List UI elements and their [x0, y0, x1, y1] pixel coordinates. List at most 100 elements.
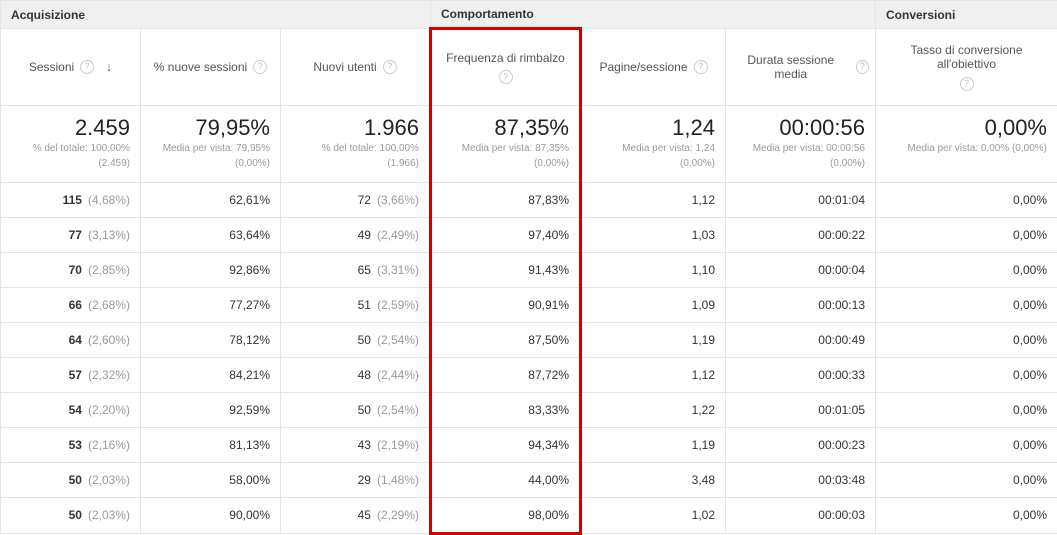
- summary-sub: Media per vista: 79,95%: [151, 142, 270, 155]
- cell-pages-per-session: 3,48: [581, 462, 726, 497]
- column-header-row: Sessioni ? ↓ % nuove sessioni ? Nuovi ut…: [1, 29, 1057, 106]
- cell-new-sessions-pct: 92,59%: [141, 392, 281, 427]
- cell-new-sessions-pct: 62,61%: [141, 182, 281, 217]
- header-label: Durata sessione media: [732, 53, 850, 81]
- table-row: 53(2,16%)81,13%43(2,19%)94,34%1,1900:00:…: [1, 427, 1057, 462]
- header-label: Frequenza di rimbalzo: [438, 51, 573, 65]
- help-icon[interactable]: ?: [499, 70, 513, 84]
- summary-sub: % del totale: 100,00%: [11, 142, 130, 155]
- cell-sessions: 54(2,20%): [1, 392, 141, 427]
- cell-pages-per-session: 1,12: [581, 182, 726, 217]
- help-icon[interactable]: ?: [960, 77, 974, 91]
- table-row: 57(2,32%)84,21%48(2,44%)87,72%1,1200:00:…: [1, 357, 1057, 392]
- header-sessions[interactable]: Sessioni ? ↓: [1, 29, 141, 106]
- summary-sub: (0,00%): [442, 157, 569, 170]
- cell-sessions: 57(2,32%): [1, 357, 141, 392]
- cell-bounce-rate: 87,72%: [431, 357, 581, 392]
- cell-goal-conv-rate: 0,00%: [876, 462, 1057, 497]
- cell-goal-conv-rate: 0,00%: [876, 217, 1057, 252]
- group-conversions: Conversioni: [876, 1, 1057, 29]
- cell-sessions: 53(2,16%): [1, 427, 141, 462]
- cell-new-sessions-pct: 78,12%: [141, 322, 281, 357]
- cell-bounce-rate: 94,34%: [431, 427, 581, 462]
- header-label: Sessioni: [29, 60, 74, 74]
- table-row: 70(2,85%)92,86%65(3,31%)91,43%1,1000:00:…: [1, 252, 1057, 287]
- header-label: Pagine/sessione: [599, 60, 687, 74]
- cell-goal-conv-rate: 0,00%: [876, 287, 1057, 322]
- summary-sub: Media per vista: 1,24: [592, 142, 715, 155]
- table-row: 50(2,03%)90,00%45(2,29%)98,00%1,0200:00:…: [1, 497, 1057, 533]
- cell-new-sessions-pct: 63,64%: [141, 217, 281, 252]
- cell-bounce-rate: 98,00%: [431, 497, 581, 533]
- cell-goal-conv-rate: 0,00%: [876, 392, 1057, 427]
- header-bounce-rate[interactable]: Frequenza di rimbalzo ?: [431, 29, 581, 106]
- cell-bounce-rate: 87,83%: [431, 182, 581, 217]
- summary-avg-duration: 00:00:56 Media per vista: 00:00:56 (0,00…: [726, 105, 876, 182]
- cell-new-users: 72(3,66%): [281, 182, 431, 217]
- table-row: 115(4,68%)62,61%72(3,66%)87,83%1,1200:01…: [1, 182, 1057, 217]
- cell-new-users: 45(2,29%): [281, 497, 431, 533]
- summary-new-users: 1.966 % del totale: 100,00% (1.966): [281, 105, 431, 182]
- cell-goal-conv-rate: 0,00%: [876, 357, 1057, 392]
- cell-pages-per-session: 1,10: [581, 252, 726, 287]
- cell-new-users: 50(2,54%): [281, 392, 431, 427]
- cell-avg-duration: 00:00:49: [726, 322, 876, 357]
- help-icon[interactable]: ?: [80, 60, 94, 74]
- summary-value: 00:00:56: [736, 116, 865, 140]
- summary-sub: Media per vista: 00:00:56: [736, 142, 865, 155]
- cell-goal-conv-rate: 0,00%: [876, 427, 1057, 462]
- cell-bounce-rate: 91,43%: [431, 252, 581, 287]
- cell-bounce-rate: 44,00%: [431, 462, 581, 497]
- header-new-users[interactable]: Nuovi utenti ?: [281, 29, 431, 106]
- group-acquisition: Acquisizione: [1, 1, 431, 29]
- summary-sub: (1.966): [291, 157, 419, 170]
- summary-new-sessions-pct: 79,95% Media per vista: 79,95% (0,00%): [141, 105, 281, 182]
- cell-pages-per-session: 1,19: [581, 427, 726, 462]
- help-icon[interactable]: ?: [694, 60, 708, 74]
- header-pages-per-session[interactable]: Pagine/sessione ?: [581, 29, 726, 106]
- summary-sub: (2.459): [11, 157, 130, 170]
- cell-avg-duration: 00:01:04: [726, 182, 876, 217]
- table-row: 50(2,03%)58,00%29(1,48%)44,00%3,4800:03:…: [1, 462, 1057, 497]
- help-icon[interactable]: ?: [383, 60, 397, 74]
- header-avg-duration[interactable]: Durata sessione media ?: [726, 29, 876, 106]
- cell-new-users: 49(2,49%): [281, 217, 431, 252]
- cell-pages-per-session: 1,02: [581, 497, 726, 533]
- cell-goal-conv-rate: 0,00%: [876, 182, 1057, 217]
- cell-pages-per-session: 1,22: [581, 392, 726, 427]
- help-icon[interactable]: ?: [253, 60, 267, 74]
- header-new-sessions-pct[interactable]: % nuove sessioni ?: [141, 29, 281, 106]
- cell-sessions: 77(3,13%): [1, 217, 141, 252]
- cell-new-users: 43(2,19%): [281, 427, 431, 462]
- table-row: 77(3,13%)63,64%49(2,49%)97,40%1,0300:00:…: [1, 217, 1057, 252]
- cell-sessions: 50(2,03%): [1, 497, 141, 533]
- cell-bounce-rate: 87,50%: [431, 322, 581, 357]
- header-label: % nuove sessioni: [154, 60, 247, 74]
- summary-sub: (0,00%): [592, 157, 715, 170]
- header-goal-conv-rate[interactable]: Tasso di conversione all'obiettivo ?: [876, 29, 1057, 106]
- cell-new-sessions-pct: 81,13%: [141, 427, 281, 462]
- header-label: Nuovi utenti: [313, 60, 376, 74]
- cell-bounce-rate: 97,40%: [431, 217, 581, 252]
- summary-sub: % del totale: 100,00%: [291, 142, 419, 155]
- cell-sessions: 70(2,85%): [1, 252, 141, 287]
- summary-value: 87,35%: [442, 116, 569, 140]
- cell-bounce-rate: 90,91%: [431, 287, 581, 322]
- summary-value: 1,24: [592, 116, 715, 140]
- cell-goal-conv-rate: 0,00%: [876, 497, 1057, 533]
- summary-sub: (0,00%): [736, 157, 865, 170]
- cell-avg-duration: 00:00:33: [726, 357, 876, 392]
- cell-sessions: 64(2,60%): [1, 322, 141, 357]
- summary-value: 0,00%: [886, 116, 1047, 140]
- help-icon[interactable]: ?: [856, 60, 869, 74]
- cell-new-users: 65(3,31%): [281, 252, 431, 287]
- summary-value: 1.966: [291, 116, 419, 140]
- summary-sub: Media per vista: 87,35%: [442, 142, 569, 155]
- cell-bounce-rate: 83,33%: [431, 392, 581, 427]
- sort-desc-icon: ↓: [106, 60, 112, 74]
- cell-avg-duration: 00:01:05: [726, 392, 876, 427]
- summary-value: 2.459: [11, 116, 130, 140]
- cell-avg-duration: 00:00:03: [726, 497, 876, 533]
- cell-new-sessions-pct: 84,21%: [141, 357, 281, 392]
- cell-new-users: 48(2,44%): [281, 357, 431, 392]
